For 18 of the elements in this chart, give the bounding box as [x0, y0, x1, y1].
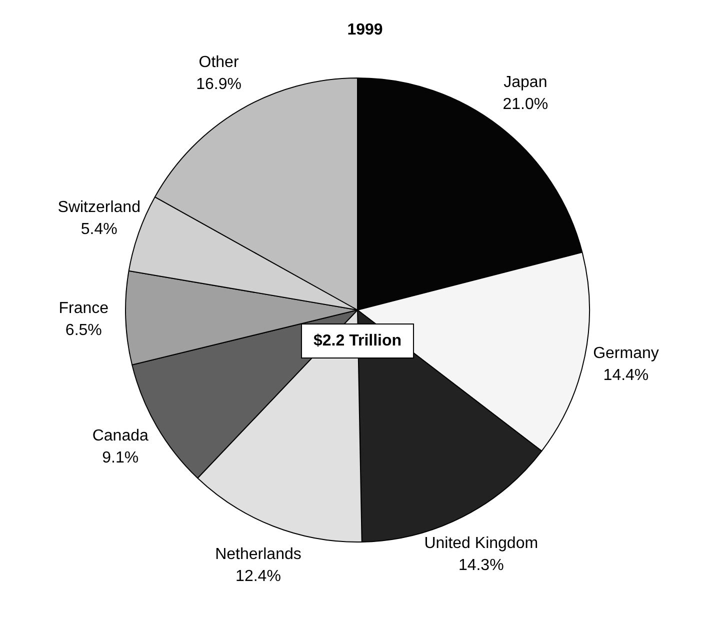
slice-label: Japan	[504, 74, 548, 91]
data-label: 6.5%	[65, 322, 102, 339]
chart-title: 1999	[347, 21, 383, 38]
slice-label: United Kingdom	[424, 534, 538, 552]
data-label: 5.4%	[80, 221, 118, 238]
slice-label: Netherlands	[215, 546, 302, 563]
data-label: 9.1%	[102, 450, 139, 467]
text: $2.2 Trillion	[313, 332, 402, 350]
data-label: 14.4%	[603, 367, 649, 384]
data-label: 21.0%	[502, 96, 548, 113]
data-label: 12.4%	[236, 568, 281, 585]
data-label: 14.3%	[458, 556, 504, 574]
slice-label: Switzerland	[58, 199, 140, 216]
data-label: 16.9%	[196, 76, 242, 94]
slice-label: France	[58, 300, 109, 317]
slice-label: Canada	[92, 428, 148, 445]
slice-label: Germany	[593, 345, 659, 362]
slice-label: Other	[198, 54, 240, 72]
